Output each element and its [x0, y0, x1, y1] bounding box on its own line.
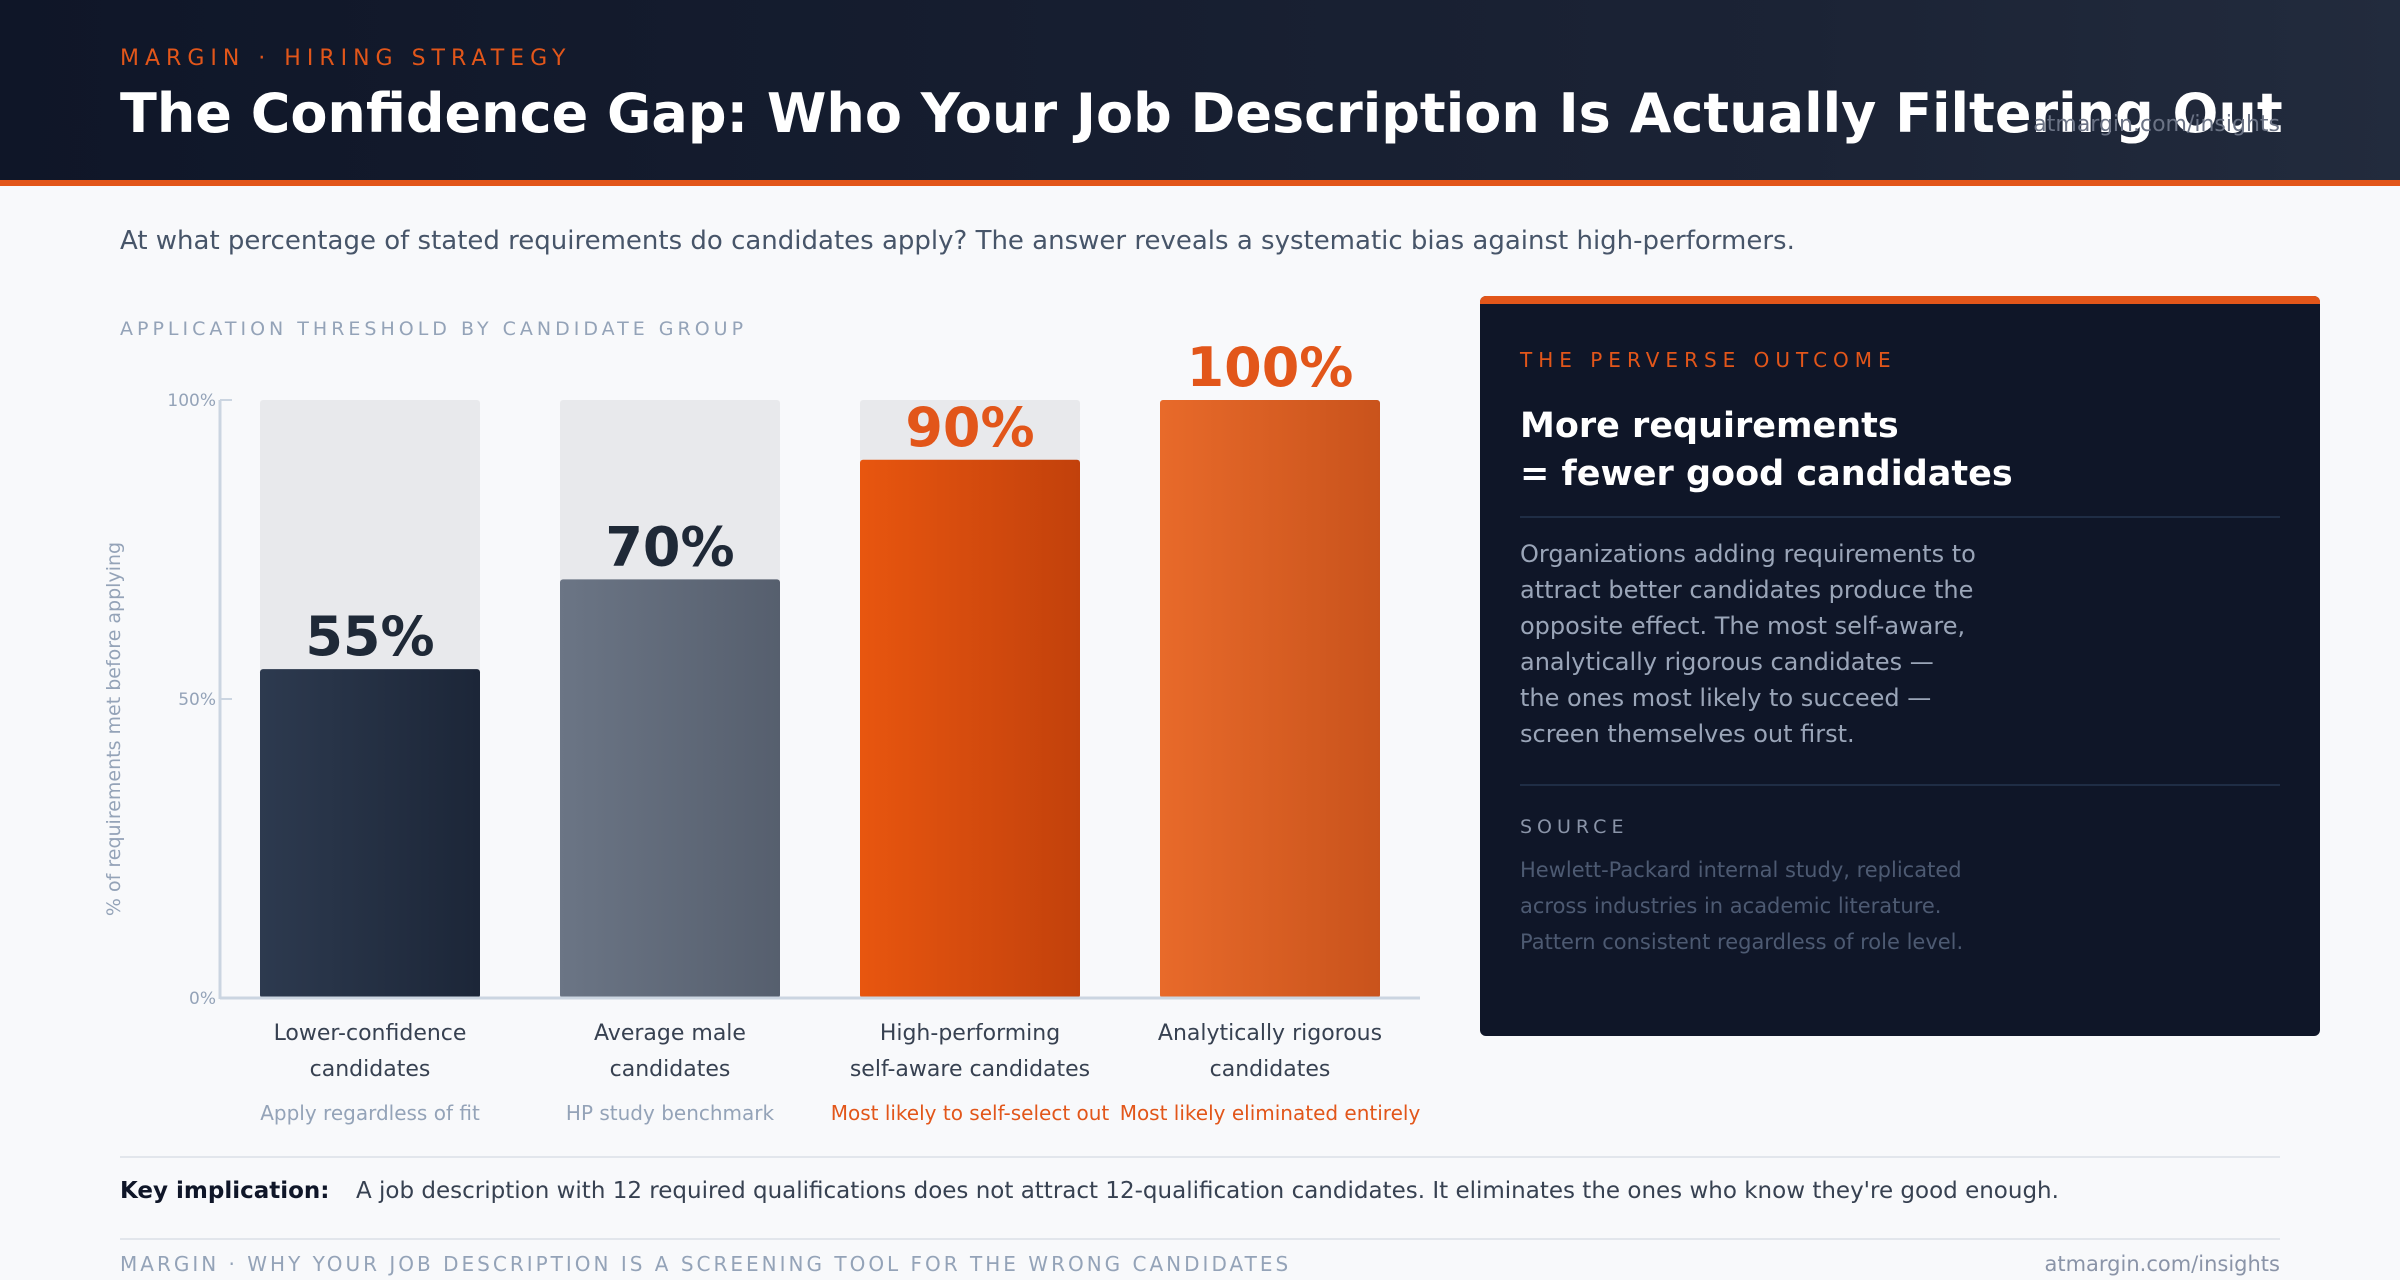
- panel-divider: [1520, 784, 2280, 786]
- bar-note-label: Apply regardless of fit: [260, 1101, 480, 1125]
- x-category-label: self-aware candidates: [850, 1057, 1090, 1082]
- header-banner: [0, 0, 2400, 180]
- panel-source-label: SOURCE: [1520, 816, 1629, 838]
- footer-url-link[interactable]: atmargin.com/insights: [2044, 1252, 2280, 1276]
- panel-source-text: Hewlett-Packard internal study, replicat…: [1520, 852, 1963, 960]
- panel-accent-bar: [1480, 296, 2320, 304]
- bar-chart: % of requirements met before applying 0% 5…: [103, 336, 1421, 1125]
- header-eyebrow: MARGIN · HIRING STRATEGY: [120, 46, 572, 71]
- bar: [260, 669, 480, 998]
- x-category-label: candidates: [610, 1057, 731, 1082]
- panel-body-line: screen themselves out first.: [1520, 720, 1855, 748]
- panel-source-line: Pattern consistent regardless of role le…: [1520, 930, 1964, 954]
- bar-value-label: 100%: [1187, 336, 1354, 399]
- panel-divider: [1520, 516, 2280, 518]
- panel-source-line: across industries in academic literature…: [1520, 894, 1942, 918]
- header-accent-bar: [0, 180, 2400, 186]
- x-category-label: High-performing: [880, 1021, 1060, 1046]
- bar-value-label: 70%: [605, 515, 734, 578]
- bar: [860, 459, 1080, 998]
- panel-body-line: opposite effect. The most self-aware,: [1520, 612, 1966, 640]
- bar-value-label: 55%: [305, 605, 434, 668]
- y-tick-label: 50%: [178, 690, 216, 710]
- y-tick-label: 0%: [189, 989, 216, 1009]
- x-category-label: candidates: [1210, 1057, 1331, 1082]
- page-title: The Confidence Gap: Who Your Job Descrip…: [120, 82, 2283, 145]
- page-subtitle: At what percentage of stated requirement…: [120, 226, 1795, 256]
- y-tick-label: 100%: [167, 391, 216, 411]
- panel-title-line: = fewer good candidates: [1520, 454, 2013, 494]
- implication-text: A job description with 12 required quali…: [356, 1178, 2059, 1204]
- panel-body-line: analytically rigorous candidates —: [1520, 648, 1934, 676]
- x-category-label: candidates: [310, 1057, 431, 1082]
- divider: [120, 1156, 2280, 1158]
- panel-body: Organizations adding requirements to att…: [1520, 536, 1976, 752]
- panel-body-line: Organizations adding requirements to: [1520, 540, 1976, 568]
- implication-label: Key implication:: [120, 1178, 330, 1204]
- bar-note-label: Most likely eliminated entirely: [1120, 1101, 1421, 1125]
- bar: [560, 579, 780, 998]
- y-axis-title: % of requirements met before applying: [103, 542, 125, 916]
- panel-body-line: the ones most likely to succeed —: [1520, 684, 1932, 712]
- panel-source-line: Hewlett-Packard internal study, replicat…: [1520, 858, 1962, 882]
- header-url-link[interactable]: atmargin.com/insights: [2033, 112, 2280, 137]
- panel-title-line: More requirements: [1520, 406, 1899, 446]
- bar: [1160, 400, 1380, 998]
- bar-value-label: 90%: [905, 396, 1034, 459]
- bar-note-label: HP study benchmark: [566, 1101, 775, 1125]
- bar-note-label: Most likely to self-select out: [831, 1101, 1110, 1125]
- chart-title: APPLICATION THRESHOLD BY CANDIDATE GROUP: [120, 318, 748, 340]
- panel-body-line: attract better candidates produce the: [1520, 576, 1974, 604]
- divider: [120, 1238, 2280, 1240]
- x-category-label: Lower-confidence: [274, 1021, 467, 1046]
- insight-panel: THE PERVERSE OUTCOME More requirements =…: [1480, 296, 2320, 1036]
- panel-eyebrow: THE PERVERSE OUTCOME: [1520, 348, 1897, 372]
- panel-title: More requirements = fewer good candidate…: [1520, 402, 2280, 498]
- x-category-label: Analytically rigorous: [1158, 1021, 1382, 1046]
- x-category-label: Average male: [594, 1021, 746, 1046]
- footer-caption: MARGIN · WHY YOUR JOB DESCRIPTION IS A S…: [120, 1252, 1292, 1276]
